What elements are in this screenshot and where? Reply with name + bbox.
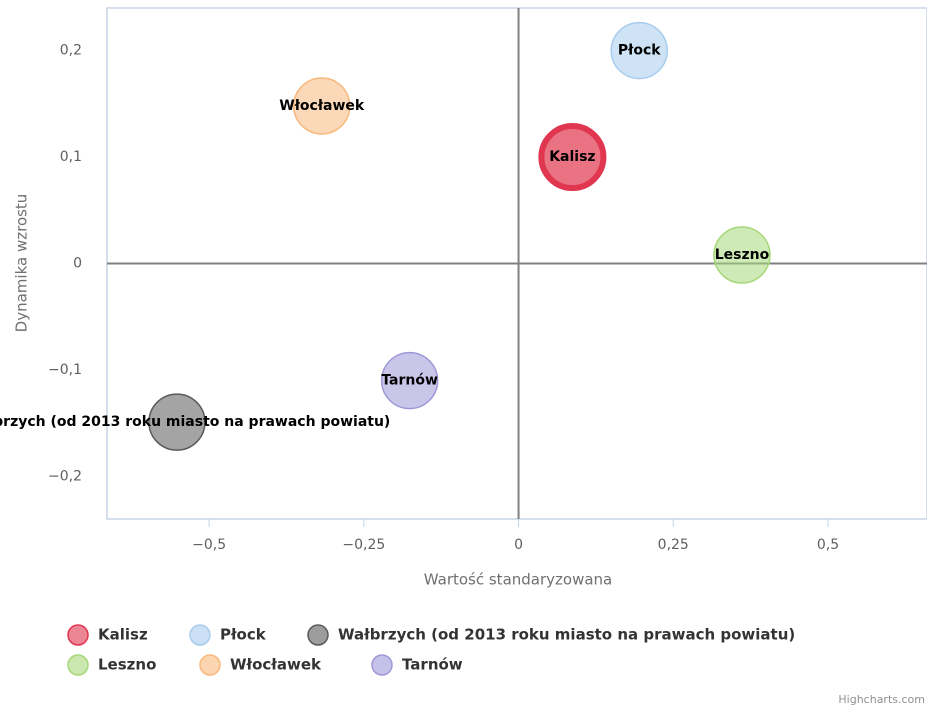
- legend-label: Płock: [220, 626, 267, 644]
- legend-label: Włocławek: [230, 656, 322, 674]
- bubble: [292, 77, 351, 135]
- x-tick-label: −0,25: [342, 537, 385, 553]
- bubble: [148, 393, 206, 451]
- data-label: Wałbrzych (od 2013 roku miasto na prawac…: [0, 414, 390, 430]
- y-tick-label: 0: [73, 256, 82, 272]
- bubble: [380, 351, 439, 410]
- x-tick-label: −0,5: [192, 537, 226, 553]
- bubble: [713, 226, 771, 284]
- legend-symbol: [199, 654, 221, 676]
- credits: Highcharts.com: [838, 693, 925, 706]
- y-tick-label: 0,1: [60, 149, 82, 165]
- legend-symbol: [67, 654, 89, 676]
- legend-label: Wałbrzych (od 2013 roku miasto na prawac…: [338, 626, 795, 644]
- legend-symbol: [67, 624, 89, 646]
- x-tick-label: 0: [514, 537, 523, 553]
- y-tick-label: −0,1: [48, 362, 82, 378]
- data-label: Płock: [618, 43, 661, 59]
- x-tick-label: 0,5: [817, 537, 839, 553]
- legend-label: Leszno: [98, 656, 156, 674]
- bubble: [538, 123, 607, 192]
- legend-symbol: [307, 624, 329, 646]
- y-tick-label: −0,2: [48, 468, 82, 484]
- legend-symbol: [371, 654, 393, 676]
- data-label: Tarnów: [381, 373, 438, 389]
- legend-symbol: [189, 624, 211, 646]
- legend-label: Tarnów: [402, 656, 463, 674]
- data-label: Włocławek: [279, 98, 365, 114]
- data-label: Leszno: [715, 247, 770, 263]
- bubble: [610, 21, 668, 80]
- y-axis-title: Dynamika wzrostu: [13, 194, 31, 333]
- data-label: Kalisz: [549, 149, 595, 165]
- x-tick-label: 0,25: [658, 537, 689, 553]
- y-tick-label: 0,2: [60, 43, 82, 59]
- legend-label: Kalisz: [98, 626, 148, 644]
- x-axis-title: Wartość standaryzowana: [424, 571, 612, 589]
